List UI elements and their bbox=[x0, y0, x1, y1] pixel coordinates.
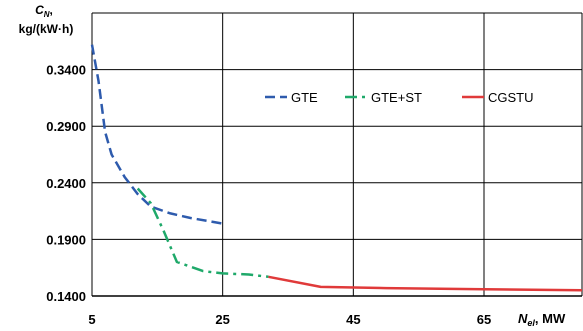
y-tick-labels: 0.1400 0.1900 0.2400 0.2900 0.3400 bbox=[46, 63, 86, 304]
legend-item: GTE bbox=[265, 90, 318, 105]
x-tick-label: 5 bbox=[88, 312, 95, 327]
y-axis-unit: kg/(kW·h) bbox=[19, 22, 74, 36]
y-tick-label: 0.3400 bbox=[46, 63, 86, 78]
series-lines bbox=[90, 44, 583, 292]
y-tick-label: 0.1400 bbox=[46, 289, 86, 304]
series-line-gte bbox=[90, 44, 223, 225]
legend: GTE GTE+ST CGSTU bbox=[265, 90, 534, 105]
legend-label: CGSTU bbox=[488, 90, 534, 105]
x-axis-label: Nel, MW bbox=[518, 311, 566, 328]
y-axis-label: CN, bbox=[35, 3, 53, 19]
legend-item: CGSTU bbox=[462, 90, 534, 105]
legend-label: GTE+ST bbox=[371, 90, 422, 105]
legend-item: GTE+ST bbox=[345, 90, 422, 105]
series-line-gte-st bbox=[136, 187, 269, 279]
y-tick-label: 0.1900 bbox=[46, 232, 86, 247]
x-tick-label: 65 bbox=[477, 312, 491, 327]
x-tick-label: 25 bbox=[215, 312, 229, 327]
x-tick-labels: 5 25 45 65 bbox=[88, 312, 491, 327]
series-line-cgstu bbox=[268, 275, 583, 292]
y-tick-label: 0.2400 bbox=[46, 176, 86, 191]
y-tick-label: 0.2900 bbox=[46, 119, 86, 134]
grid bbox=[91, 12, 583, 296]
x-tick-label: 45 bbox=[346, 312, 360, 327]
legend-label: GTE bbox=[291, 90, 318, 105]
